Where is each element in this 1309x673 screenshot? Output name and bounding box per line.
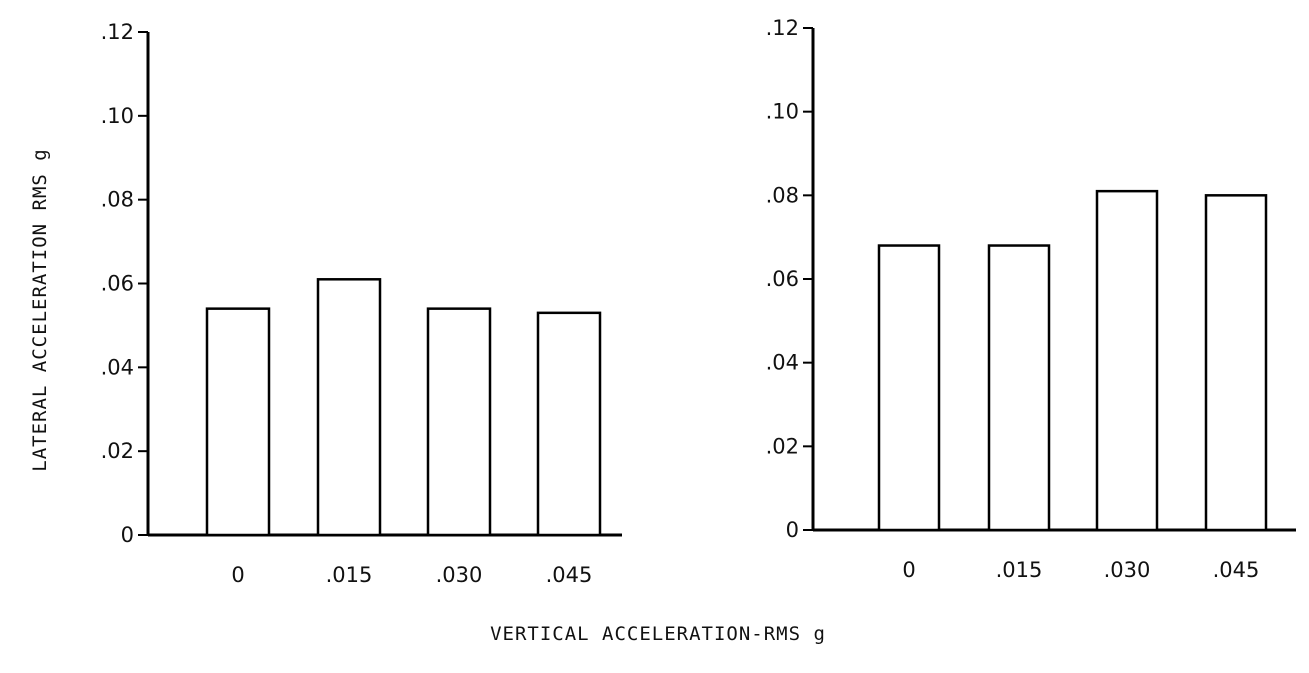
y-tick-label: 0 xyxy=(786,518,799,542)
x-tick-label: .045 xyxy=(546,563,593,587)
y-tick-label: .08 xyxy=(766,183,799,207)
bar xyxy=(1095,189,1159,532)
y-tick-label: .02 xyxy=(101,439,134,463)
x-tick-label: .015 xyxy=(996,558,1043,582)
chart-left: 0 .02 .04 .06 .08 .10 .12 0 .015 .030 .045 xyxy=(101,20,622,587)
bar xyxy=(877,244,941,532)
y-tick-label: 0 xyxy=(121,523,134,547)
bar xyxy=(536,311,602,537)
x-tick-label: .030 xyxy=(436,563,483,587)
x-tick-label: .015 xyxy=(326,563,373,587)
y-tick-label: .04 xyxy=(766,351,799,375)
x-axis-label: VERTICAL ACCELERATION-RMS g xyxy=(490,623,826,645)
y-tick-label: .06 xyxy=(766,267,799,291)
x-tick-label: 0 xyxy=(231,563,244,587)
bar xyxy=(316,278,382,537)
y-tick-label: .02 xyxy=(766,434,799,458)
x-tick-label: .045 xyxy=(1213,558,1260,582)
y-tick-label: .10 xyxy=(766,100,799,124)
y-axis-label: LATERAL ACCELERATION RMS g xyxy=(29,148,51,471)
y-tick-label: .10 xyxy=(101,104,134,128)
bar xyxy=(987,244,1051,532)
bar xyxy=(205,307,271,537)
y-tick-label: .04 xyxy=(101,355,134,379)
y-tick-label: .06 xyxy=(101,272,134,296)
y-tick-label: .12 xyxy=(101,20,134,44)
chart-right: 0 .02 .04 .06 .08 .10 .12 0 .015 .030 .045 xyxy=(766,16,1296,582)
y-tick-label: .08 xyxy=(101,188,134,212)
x-tick-label: 0 xyxy=(902,558,915,582)
x-tick-label: .030 xyxy=(1104,558,1151,582)
bar xyxy=(426,307,492,537)
y-tick-label: .12 xyxy=(766,16,799,40)
bar xyxy=(1204,194,1268,532)
